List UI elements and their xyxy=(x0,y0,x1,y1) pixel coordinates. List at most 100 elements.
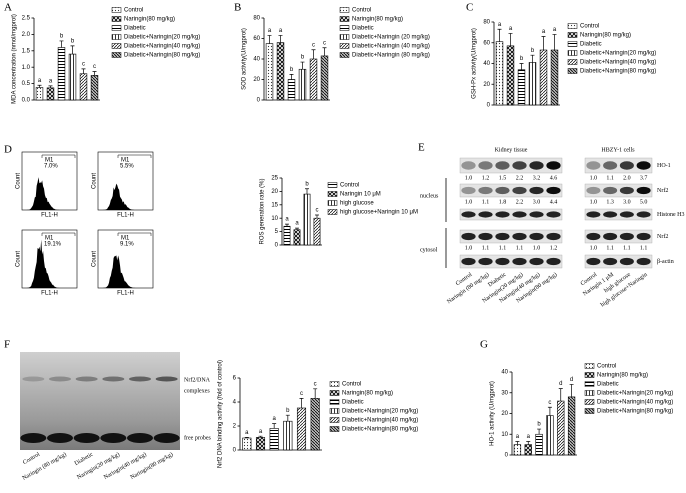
blot-strip xyxy=(584,254,653,269)
error-bar xyxy=(244,437,249,438)
gel-band xyxy=(20,433,47,443)
blot-band xyxy=(478,161,493,170)
density-ratio: 1.2 xyxy=(482,175,490,181)
significance-letter: a xyxy=(259,429,263,435)
legend-label: Diabetic+Naringin(20 mg/kg) xyxy=(580,51,656,57)
y-tick-label: 20 xyxy=(501,411,508,417)
error-bar xyxy=(59,40,64,48)
legend-label: Diabetic+Naringin(80 mg/kg) xyxy=(580,69,656,75)
error-bar xyxy=(267,35,272,44)
bar xyxy=(506,45,515,106)
panel-label: E xyxy=(418,142,425,154)
y-tick-label: 15 xyxy=(271,202,278,208)
y-tick-label: 20 xyxy=(483,82,490,88)
blot-band xyxy=(478,211,493,218)
significance-letter: a xyxy=(38,78,42,84)
significance-letter: b xyxy=(537,422,541,428)
density-ratio: 4.4 xyxy=(550,199,558,205)
gate-marker xyxy=(117,232,152,236)
y-tick-label: 5 xyxy=(275,229,279,235)
gel-label: complexes xyxy=(184,388,210,394)
legend-label: Diabetic+Naringin(80 mg/kg) xyxy=(342,427,418,433)
blot-strip xyxy=(459,208,563,221)
legend-swatch xyxy=(584,363,595,369)
y-tick-label: 6 xyxy=(233,376,237,382)
legend-label: Naringin(80 mg/kg) xyxy=(352,17,403,23)
legend-label: Diabetic+Naringin(20 mg/kg) xyxy=(597,391,673,397)
blot-band xyxy=(529,186,544,195)
y-tick-label: 0 xyxy=(487,103,491,109)
legend-swatch xyxy=(327,209,338,215)
bar xyxy=(283,420,293,451)
legend-swatch xyxy=(584,399,595,405)
y-tick-label: 60 xyxy=(483,40,490,46)
density-ratio: 1.1 xyxy=(499,245,507,251)
blot-band xyxy=(495,161,510,170)
gel-band xyxy=(47,433,73,443)
legend-swatch xyxy=(339,34,350,40)
significance-letter: b xyxy=(71,38,75,44)
blot-band xyxy=(619,211,634,218)
error-bar xyxy=(530,54,535,63)
gel xyxy=(20,352,180,450)
blot-strip xyxy=(584,229,653,244)
legend-swatch xyxy=(567,50,578,56)
y-tick-label: 10 xyxy=(501,432,508,438)
significance-letter: c xyxy=(300,391,303,397)
blot-band xyxy=(461,161,476,170)
y-tick-label: 40 xyxy=(501,370,508,376)
bar xyxy=(313,217,321,246)
significance-letter: a xyxy=(245,430,249,436)
error-bar xyxy=(322,47,327,56)
density-ratio: 2.2 xyxy=(516,199,524,205)
error-bar xyxy=(508,33,513,46)
error-bar xyxy=(258,435,263,438)
y-tick-label: 20 xyxy=(271,189,278,195)
legend-label: Naringin(80 mg/kg) xyxy=(597,373,648,379)
legend-swatch xyxy=(584,390,595,396)
legend-label: Control xyxy=(342,382,361,388)
error-bar xyxy=(272,423,277,429)
legend-swatch xyxy=(567,68,578,74)
legend-label: Diabetic+Naringin(40 mg/kg) xyxy=(580,60,656,66)
compartment-label: nucleus xyxy=(420,193,439,199)
error-bar xyxy=(519,63,524,70)
error-bar xyxy=(70,45,75,55)
y-tick-label: 0.0 xyxy=(22,98,31,104)
bar xyxy=(495,41,504,106)
gel-label: Nrf2/DNA xyxy=(184,376,211,383)
error-bar xyxy=(552,34,557,51)
blot-band xyxy=(603,161,618,170)
bar xyxy=(546,415,554,456)
significance-letter: a xyxy=(509,26,513,32)
error-bar xyxy=(497,28,502,42)
significance-letter: c xyxy=(82,61,85,67)
y-tick-label: 60 xyxy=(253,36,260,42)
density-ratio: 1.0 xyxy=(533,245,541,251)
density-ratio: 1.1 xyxy=(482,245,490,251)
legend-label: Diabetic+Naringin(40 mg/kg) xyxy=(597,400,673,406)
y-tick-label: 4 xyxy=(233,400,237,406)
gate-marker xyxy=(117,154,152,158)
significance-letter: c xyxy=(314,381,317,387)
legend-label: Diabetic+Naringin(80 mg/kg) xyxy=(597,409,673,415)
band-label: Nrf2 xyxy=(657,187,668,194)
percent-label: 19.1% xyxy=(44,242,62,248)
bar xyxy=(57,47,66,101)
error-bar xyxy=(311,49,316,59)
significance-letter: c xyxy=(93,64,96,70)
significance-letter: b xyxy=(286,408,290,414)
density-ratio: 1.0 xyxy=(465,199,473,205)
blot-band xyxy=(586,257,601,266)
flow-y-label: Count xyxy=(92,173,98,189)
bar xyxy=(517,69,526,106)
blot-band xyxy=(478,232,493,241)
density-ratio: 1.0 xyxy=(465,245,473,251)
significance-letter: c xyxy=(548,400,551,406)
blot-strip xyxy=(584,157,653,174)
y-tick-label: 2.0 xyxy=(22,32,31,38)
y-tick-label: 80 xyxy=(253,16,260,22)
density-ratio: 2.0 xyxy=(623,175,631,181)
density-ratio: 3.0 xyxy=(623,199,631,205)
bar xyxy=(539,49,548,106)
